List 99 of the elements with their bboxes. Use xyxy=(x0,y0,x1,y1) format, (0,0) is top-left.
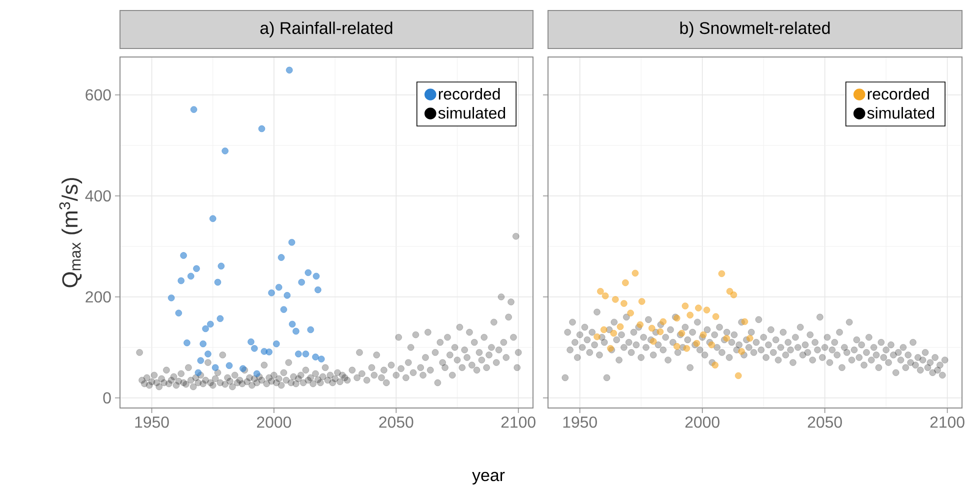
point xyxy=(168,294,175,302)
point xyxy=(266,348,272,356)
point xyxy=(273,340,280,348)
point xyxy=(638,298,646,305)
x-tick-label: 2000 xyxy=(257,416,292,428)
point xyxy=(207,320,214,328)
x-tick-label: 2050 xyxy=(808,416,842,428)
point xyxy=(248,338,254,346)
point xyxy=(222,148,228,154)
point xyxy=(602,292,609,300)
point xyxy=(284,292,291,299)
point xyxy=(660,318,667,326)
point xyxy=(226,362,233,369)
point xyxy=(180,252,187,259)
chart-title: a) Rainfall-related xyxy=(260,22,392,38)
y-tick-label: 600 xyxy=(86,89,111,101)
point xyxy=(292,328,300,335)
point xyxy=(648,324,656,332)
point xyxy=(712,313,720,320)
point xyxy=(251,345,258,352)
point xyxy=(741,318,748,326)
point xyxy=(302,350,310,358)
point xyxy=(253,370,260,378)
point xyxy=(734,372,742,380)
point xyxy=(682,302,689,310)
point xyxy=(683,345,690,352)
point xyxy=(314,286,322,294)
point xyxy=(318,356,325,362)
point xyxy=(616,323,624,330)
point xyxy=(184,339,190,346)
point xyxy=(632,270,639,277)
y-tick-label: 400 xyxy=(85,190,111,202)
point xyxy=(312,354,319,360)
point xyxy=(218,262,225,270)
chart-title: b) Snowmelt-related xyxy=(680,22,830,38)
legend-label: simulated xyxy=(438,106,506,119)
point xyxy=(312,272,320,280)
point xyxy=(612,296,619,303)
point xyxy=(307,326,314,334)
legend-label: simulated xyxy=(867,106,934,119)
x-tick-label: 2050 xyxy=(379,416,414,428)
point xyxy=(597,288,604,295)
x-tick-label: 1950 xyxy=(563,416,597,428)
point xyxy=(214,278,222,286)
x-tick-label: 2000 xyxy=(685,416,720,428)
point xyxy=(673,342,680,350)
point xyxy=(209,215,216,222)
point xyxy=(718,270,726,278)
point xyxy=(627,310,634,316)
point xyxy=(700,331,707,338)
point xyxy=(286,66,293,74)
y-axis-title: Q$_{max}$ (m$^{3}$/s) xyxy=(59,178,82,288)
point xyxy=(594,333,600,340)
point xyxy=(268,289,275,296)
point xyxy=(600,326,608,334)
point xyxy=(275,284,282,291)
point xyxy=(202,325,209,332)
point xyxy=(197,357,204,364)
y-tick-label: 200 xyxy=(86,291,111,303)
point xyxy=(746,334,754,342)
point xyxy=(695,304,702,312)
point xyxy=(726,288,734,295)
point xyxy=(178,277,184,284)
point xyxy=(258,125,266,132)
point xyxy=(622,279,629,286)
point xyxy=(204,350,212,358)
point xyxy=(712,362,718,368)
point xyxy=(650,338,657,345)
point xyxy=(278,254,285,261)
y-tick-label: 0 xyxy=(103,392,111,404)
point xyxy=(730,291,738,298)
point xyxy=(193,265,200,272)
x-tick-label: 2100 xyxy=(501,416,536,428)
point xyxy=(295,350,302,358)
point xyxy=(200,340,206,348)
point xyxy=(738,348,745,355)
point xyxy=(620,300,628,307)
point xyxy=(175,310,182,316)
point xyxy=(656,328,664,336)
point xyxy=(190,106,198,113)
point xyxy=(194,369,202,376)
point xyxy=(288,320,296,328)
point xyxy=(298,278,305,286)
x-tick-label: 1950 xyxy=(135,416,169,428)
point xyxy=(212,364,219,371)
point xyxy=(708,341,716,348)
legend-label: recorded xyxy=(868,88,929,100)
point xyxy=(610,330,618,337)
point xyxy=(280,306,288,313)
legend-label: recorded xyxy=(438,88,500,100)
point xyxy=(288,238,296,246)
point xyxy=(216,315,224,322)
point xyxy=(703,306,710,314)
x-axis-title: year xyxy=(472,472,505,485)
x-tick-label: 2100 xyxy=(930,416,964,428)
point xyxy=(187,272,194,280)
point xyxy=(304,269,312,276)
point xyxy=(686,312,694,318)
point xyxy=(636,321,644,328)
